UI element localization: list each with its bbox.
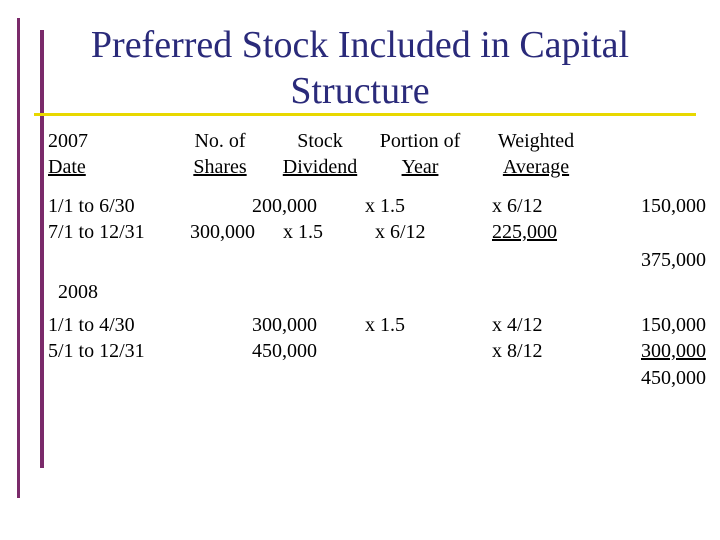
- row-2007-2-dividend: x 1.5: [283, 221, 323, 243]
- row-2008-2-date: 5/1 to 12/31: [48, 340, 145, 362]
- row-2008-2-shares: 450,000: [252, 340, 317, 362]
- title-underline: [34, 113, 696, 116]
- header-shares-line-2: Shares: [193, 156, 247, 178]
- header-portion: Portion of Year: [360, 128, 480, 180]
- row-2007-2-portion: x 6/12: [375, 221, 426, 243]
- title-line-2: Structure: [290, 70, 430, 112]
- row-2007-1-portion: x 6/12: [492, 195, 543, 217]
- header-dividend: Stock Dividend: [270, 128, 370, 180]
- header-shares: No. of Shares: [170, 128, 270, 180]
- header-weighted-line-1: Weighted: [497, 130, 575, 152]
- total-2007: 375,000: [641, 249, 706, 271]
- header-portion-line-1: Portion of: [379, 130, 461, 152]
- year-2008-label: 2008: [58, 281, 98, 303]
- row-2007-1-weighted: 150,000: [641, 195, 706, 217]
- header-date: 2007 Date: [48, 128, 88, 180]
- left-accent-bar-outer: [17, 18, 20, 498]
- row-2007-1-shares: 200,000: [252, 195, 317, 217]
- row-2008-1-shares: 300,000: [252, 314, 317, 336]
- row-2007-1-date: 1/1 to 6/30: [48, 195, 135, 217]
- row-2007-2-shares: 300,000: [190, 221, 255, 243]
- header-dividend-line-1: Stock: [297, 130, 343, 152]
- row-2008-2-portion: x 8/12: [492, 340, 543, 362]
- title-line-1: Preferred Stock Included in Capital: [90, 24, 630, 66]
- header-date-line-2: Date: [48, 156, 86, 178]
- row-2008-2-weighted: 300,000: [641, 340, 706, 362]
- header-date-line-1: 2007: [48, 130, 88, 152]
- row-2007-1-dividend: x 1.5: [365, 195, 405, 217]
- row-2008-1-dividend: x 1.5: [365, 314, 405, 336]
- page-title: Preferred Stock Included in Capital Stru…: [40, 22, 680, 114]
- row-2008-1-weighted: 150,000: [641, 314, 706, 336]
- row-2008-1-date: 1/1 to 4/30: [48, 314, 135, 336]
- header-portion-line-2: Year: [401, 156, 439, 178]
- left-accent-bar-inner: [40, 30, 44, 468]
- header-weighted-line-2: Average: [502, 156, 570, 178]
- total-2008: 450,000: [641, 367, 706, 389]
- row-2007-2-weighted: 225,000: [492, 221, 557, 243]
- header-shares-line-1: No. of: [194, 130, 246, 152]
- row-2007-2-date: 7/1 to 12/31: [48, 221, 145, 243]
- header-dividend-line-2: Dividend: [282, 156, 358, 178]
- header-weighted: Weighted Average: [478, 128, 594, 180]
- row-2008-1-portion: x 4/12: [492, 314, 543, 336]
